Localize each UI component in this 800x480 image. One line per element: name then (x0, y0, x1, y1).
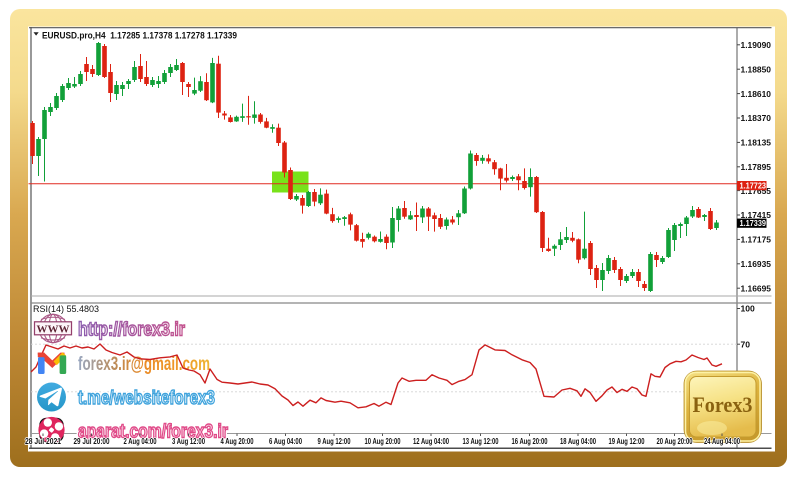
svg-text:1.17415: 1.17415 (741, 210, 772, 220)
svg-text:aparat.com/forex3.ir: aparat.com/forex3.ir (78, 422, 228, 443)
svg-text:13 Aug 12:00: 13 Aug 12:00 (463, 436, 499, 446)
svg-text:28 Jul 2021: 28 Jul 2021 (25, 436, 61, 446)
svg-text:6 Aug 04:00: 6 Aug 04:00 (269, 436, 302, 446)
svg-text:3 Aug 12:00: 3 Aug 12:00 (172, 436, 205, 446)
svg-text:20 Aug 20:00: 20 Aug 20:00 (657, 436, 693, 446)
svg-text:1.16695: 1.16695 (741, 283, 772, 293)
svg-text:1.17655: 1.17655 (741, 186, 772, 196)
svg-text:29 Jul 20:00: 29 Jul 20:00 (74, 436, 110, 446)
svg-text:1.18850: 1.18850 (741, 64, 772, 74)
svg-text:Forex3: Forex3 (693, 392, 753, 417)
svg-text:RSI(14) 55.4803: RSI(14) 55.4803 (33, 304, 99, 314)
svg-text:http://forex3.ir: http://forex3.ir (78, 320, 186, 341)
svg-text:1.16935: 1.16935 (741, 259, 772, 269)
svg-text:forex3.ir@gmail.com: forex3.ir@gmail.com (78, 354, 210, 375)
svg-text:http://forex3.ir: http://forex3.ir (78, 320, 186, 341)
svg-text:1.17723: 1.17723 (740, 180, 767, 190)
svg-text:9 Aug 12:00: 9 Aug 12:00 (318, 436, 351, 446)
svg-text:1.19090: 1.19090 (741, 40, 772, 50)
svg-text:forex3.ir@gmail.com: forex3.ir@gmail.com (78, 354, 210, 375)
svg-text:t.me/websiteforex3: t.me/websiteforex3 (78, 388, 215, 409)
svg-text:t.me/websiteforex3: t.me/websiteforex3 (78, 388, 215, 409)
svg-text:1.17339: 1.17339 (740, 218, 767, 228)
svg-text:19 Aug 12:00: 19 Aug 12:00 (609, 436, 645, 446)
svg-text:1.18135: 1.18135 (741, 138, 772, 148)
svg-text:2 Aug 04:00: 2 Aug 04:00 (124, 436, 157, 446)
svg-text:WWW: WWW (37, 324, 70, 336)
svg-text:70: 70 (741, 339, 751, 349)
svg-text:100: 100 (741, 304, 756, 314)
svg-text:4 Aug 20:00: 4 Aug 20:00 (221, 436, 254, 446)
svg-text:24 Aug 04:00: 24 Aug 04:00 (704, 436, 740, 446)
svg-text:1.18370: 1.18370 (741, 113, 772, 123)
svg-text:12 Aug 04:00: 12 Aug 04:00 (413, 436, 449, 446)
svg-text:1.18610: 1.18610 (741, 89, 772, 99)
svg-text:18 Aug 04:00: 18 Aug 04:00 (560, 436, 596, 446)
svg-text:16 Aug 20:00: 16 Aug 20:00 (512, 436, 548, 446)
svg-text:aparat.com/forex3.ir: aparat.com/forex3.ir (78, 422, 228, 443)
svg-text:EURUSD.pro,H4 1.17285 1.17378: EURUSD.pro,H4 1.17285 1.17378 1.17278 1.… (42, 31, 237, 41)
svg-text:10 Aug 20:00: 10 Aug 20:00 (365, 436, 401, 446)
svg-text:1.17175: 1.17175 (741, 235, 772, 245)
svg-text:1.17895: 1.17895 (741, 162, 772, 172)
